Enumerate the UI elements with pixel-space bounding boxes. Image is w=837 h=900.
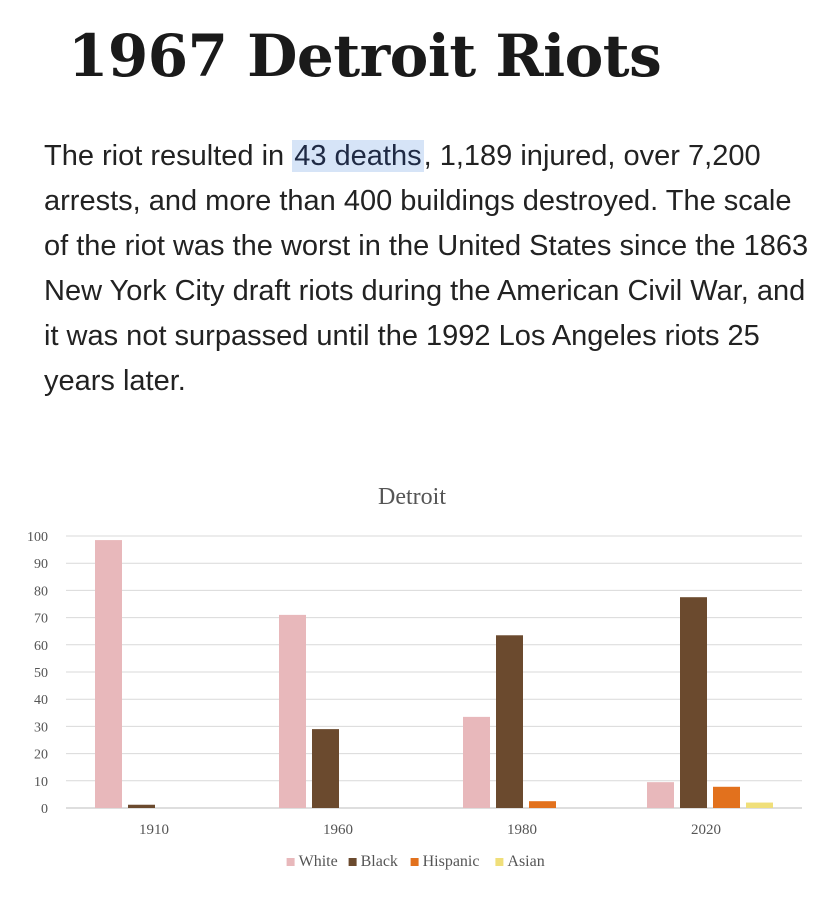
bar-hispanic-1980 (529, 801, 556, 808)
bar-black-1980 (496, 635, 523, 808)
y-tick-label: 100 (27, 530, 48, 545)
x-tick-label: 1980 (507, 822, 537, 838)
x-tick-label: 2020 (691, 822, 721, 838)
bar-chart: Detroit 0 10 20 30 40 50 60 70 80 90 100 1910 1960 198… (27, 484, 802, 870)
legend-swatch-hispanic (410, 858, 419, 866)
legend-label-hispanic: Hispanic (423, 853, 480, 870)
bar-asian-2020 (746, 802, 773, 808)
y-tick-label: 40 (34, 693, 48, 708)
bar-white-1980 (463, 716, 490, 808)
bar-white-1910 (95, 540, 122, 808)
chart-title: Detroit (378, 484, 446, 510)
highlighted-text[interactable]: 43 deaths (292, 140, 424, 172)
legend-swatch-white (286, 858, 295, 866)
bar-black-1910 (128, 804, 155, 808)
y-tick-label: 30 (34, 720, 48, 735)
paragraph-text-start: The riot resulted in (44, 140, 293, 172)
y-tick-label: 90 (34, 557, 48, 572)
legend-label-asian: Asian (507, 853, 544, 870)
bar-white-2020 (647, 782, 674, 808)
legend-label-white: White (299, 853, 338, 870)
y-tick-label: 20 (34, 748, 48, 763)
page-title: 1967 Detroit Riots (68, 22, 662, 90)
paragraph-text-rest: , 1,189 injured, over 7,200 arrests, and… (44, 140, 809, 397)
x-tick-label: 1960 (323, 822, 353, 838)
y-tick-label: 80 (34, 584, 48, 599)
y-tick-label: 0 (41, 802, 48, 817)
bar-white-1960 (279, 614, 306, 808)
bar-black-2020 (680, 597, 707, 808)
y-tick-label: 60 (34, 639, 48, 654)
bar-black-1960 (312, 729, 339, 808)
x-tick-label: 1910 (139, 822, 169, 838)
y-tick-label: 10 (34, 775, 48, 790)
article-paragraph: The riot resulted in 43 deaths, 1,189 in… (44, 134, 814, 404)
legend-label-black: Black (361, 853, 398, 870)
bar-hispanic-2020 (713, 786, 740, 808)
legend-swatch-asian (495, 858, 504, 866)
y-tick-label: 70 (34, 612, 48, 627)
y-tick-label: 50 (34, 666, 48, 681)
legend-swatch-black (348, 858, 357, 866)
